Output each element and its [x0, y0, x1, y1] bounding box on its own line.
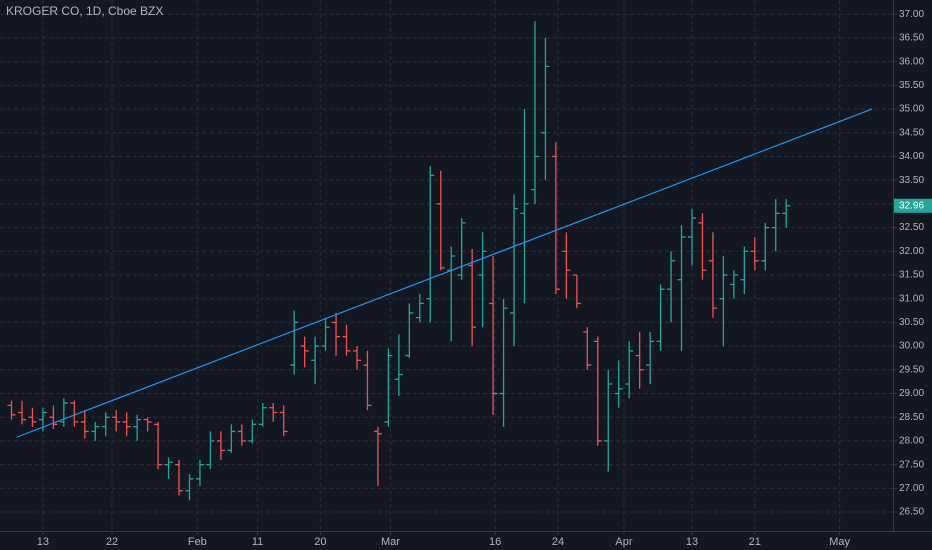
- x-tick-label: 21: [749, 536, 761, 548]
- x-tick-label: May: [829, 536, 850, 548]
- y-tick-label: 31.00: [899, 293, 924, 304]
- y-tick-label: 27.50: [899, 459, 924, 470]
- y-tick-label: 29.00: [899, 388, 924, 399]
- x-tick-label: 20: [314, 536, 326, 548]
- y-tick-label: 36.50: [899, 33, 924, 44]
- x-tick-label: 24: [552, 536, 564, 548]
- x-tick-label: Mar: [381, 536, 400, 548]
- y-tick-label: 31.50: [899, 270, 924, 281]
- x-tick-label: 11: [252, 536, 263, 548]
- y-tick-label: 34.00: [899, 151, 924, 162]
- y-tick-label: 34.50: [899, 127, 924, 138]
- y-tick-label: 37.00: [899, 9, 924, 20]
- y-tick-label: 30.00: [899, 341, 924, 352]
- last-price-box: [894, 198, 932, 213]
- grid: [0, 0, 893, 531]
- x-tick-label: 13: [37, 536, 49, 548]
- last-price-label: 32.96: [899, 200, 924, 211]
- y-tick-label: 29.50: [899, 364, 924, 375]
- y-tick-label: 35.50: [899, 80, 924, 91]
- y-tick-label: 33.50: [899, 175, 924, 186]
- y-tick-label: 28.50: [899, 412, 924, 423]
- x-tick-label: Apr: [615, 536, 632, 548]
- x-tick-label: 16: [489, 536, 501, 548]
- y-tick-label: 27.00: [899, 483, 924, 494]
- y-tick-label: 32.50: [899, 222, 924, 233]
- y-tick-label: 28.00: [899, 436, 924, 447]
- axes: 26.50 27.00 27.50 28.00 28.50 29.00 29.50 30.00…: [37, 9, 932, 548]
- chart-title: KROGER CO, 1D, Cboe BZX: [6, 4, 163, 18]
- trend-line: [16, 108, 873, 438]
- bars: [7, 21, 873, 501]
- x-tick-label: Feb: [188, 536, 207, 548]
- y-tick-label: 26.50: [899, 507, 924, 518]
- x-tick-label: 22: [106, 536, 118, 548]
- x-tick-label: 13: [686, 536, 698, 548]
- y-tick-label: 36.00: [899, 56, 924, 67]
- y-tick-label: 30.50: [899, 317, 924, 328]
- y-tick-label: 35.00: [899, 104, 924, 115]
- y-tick-label: 32.00: [899, 246, 924, 257]
